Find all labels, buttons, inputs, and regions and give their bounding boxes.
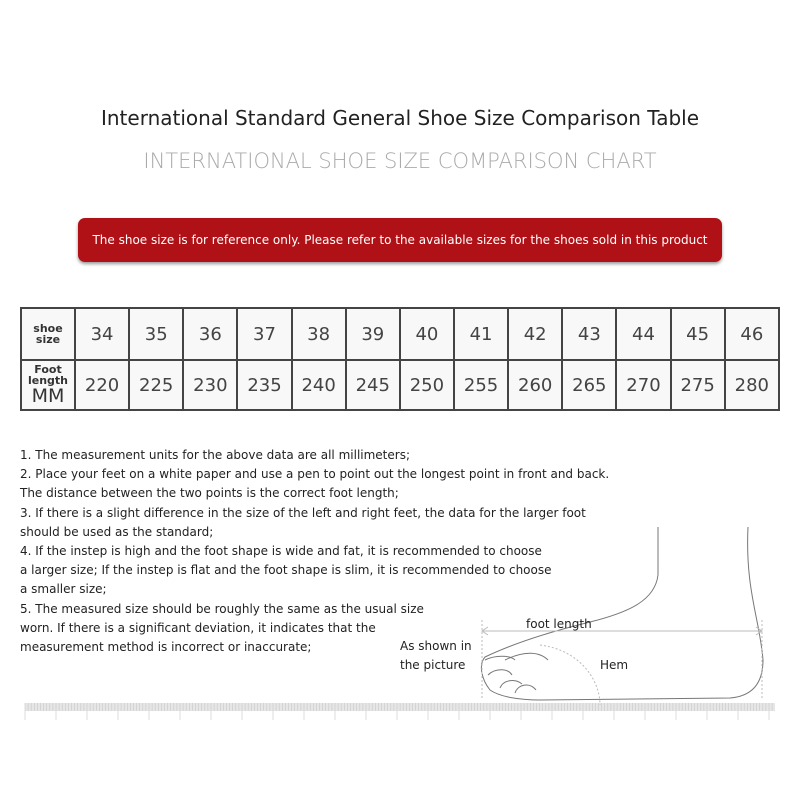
- foot-length-cell: 240: [290, 359, 347, 411]
- foot-length-cell: 275: [669, 359, 726, 411]
- note-line: 4. If the instep is high and the foot sh…: [20, 544, 542, 559]
- foot-length-cell: 235: [236, 359, 293, 411]
- shoe-size-cell: 46: [723, 307, 781, 361]
- foot-length-cell: 260: [507, 359, 564, 411]
- note-line: measurement method is incorrect or inacc…: [20, 640, 312, 655]
- banner-text: The shoe size is for reference only. Ple…: [92, 233, 708, 247]
- shoe-size-cell: 36: [182, 307, 239, 361]
- shoe-size-header: shoe size: [20, 307, 76, 361]
- foot-length-cell: 250: [398, 359, 455, 411]
- shoe-size-cell: 37: [236, 307, 293, 361]
- foot-length-header: Foot length MM: [20, 359, 76, 411]
- foot-length-cell: 220: [73, 359, 131, 411]
- hem-label: Hem: [600, 658, 629, 672]
- shoe-size-cell: 45: [669, 307, 726, 361]
- measurement-notes: 1. The measurement units for the above d…: [20, 446, 609, 657]
- note-line: should be used as the standard;: [20, 524, 214, 539]
- size-table: shoe size 34 35 36 37 38 39 40 41 42 43 44 45 46 Foot…: [20, 307, 781, 411]
- foot-length-label: foot length: [526, 617, 592, 631]
- shoe-size-row: shoe size 34 35 36 37 38 39 40 41 42 43 44 45 46: [20, 307, 781, 361]
- reference-banner: The shoe size is for reference only. Ple…: [78, 218, 722, 262]
- note-line: 1. The measurement units for the above d…: [20, 448, 410, 462]
- foot-length-cell: 280: [723, 359, 781, 411]
- foot-length-cell: 265: [561, 359, 618, 411]
- note-line: 5. The measured size should be roughly t…: [20, 601, 424, 616]
- note-line: a larger size; If the instep is flat and…: [20, 563, 552, 578]
- shoe-size-cell: 38: [290, 307, 347, 361]
- foot-length-cell: 225: [128, 359, 185, 411]
- page-subtitle: INTERNATIONAL SHOE SIZE COMPARISON CHART: [143, 149, 657, 173]
- shoe-size-cell: 43: [561, 307, 618, 361]
- shoe-size-cell: 34: [73, 307, 131, 361]
- foot-length-cell: 255: [452, 359, 510, 411]
- foot-length-cell: 230: [182, 359, 239, 411]
- foot-length-cell: 245: [344, 359, 401, 411]
- shoe-size-cell: 40: [398, 307, 455, 361]
- note-line: 3. If there is a slight difference in th…: [20, 505, 586, 520]
- note-line: a smaller size;: [20, 582, 107, 597]
- as-shown-label: As shown in the picture: [400, 639, 472, 672]
- note-line: worn. If there is a significant deviatio…: [20, 620, 376, 635]
- ruler: [24, 703, 775, 720]
- note-line: 2. Place your feet on a white paper and …: [20, 467, 610, 482]
- shoe-size-cell: 35: [128, 307, 185, 361]
- foot-length-row: Foot length MM 220 225 230 235 240 245 250 255 260…: [20, 359, 781, 411]
- shoe-size-cell: 39: [344, 307, 401, 361]
- page-title: International Standard General Shoe Size…: [100, 106, 700, 130]
- shoe-size-cell: 42: [507, 307, 564, 361]
- note-line: The distance between the two points is t…: [20, 486, 399, 501]
- foot-length-cell: 270: [615, 359, 672, 411]
- shoe-size-cell: 44: [615, 307, 672, 361]
- foot-length-arrow: [481, 620, 763, 706]
- shoe-size-cell: 41: [452, 307, 510, 361]
